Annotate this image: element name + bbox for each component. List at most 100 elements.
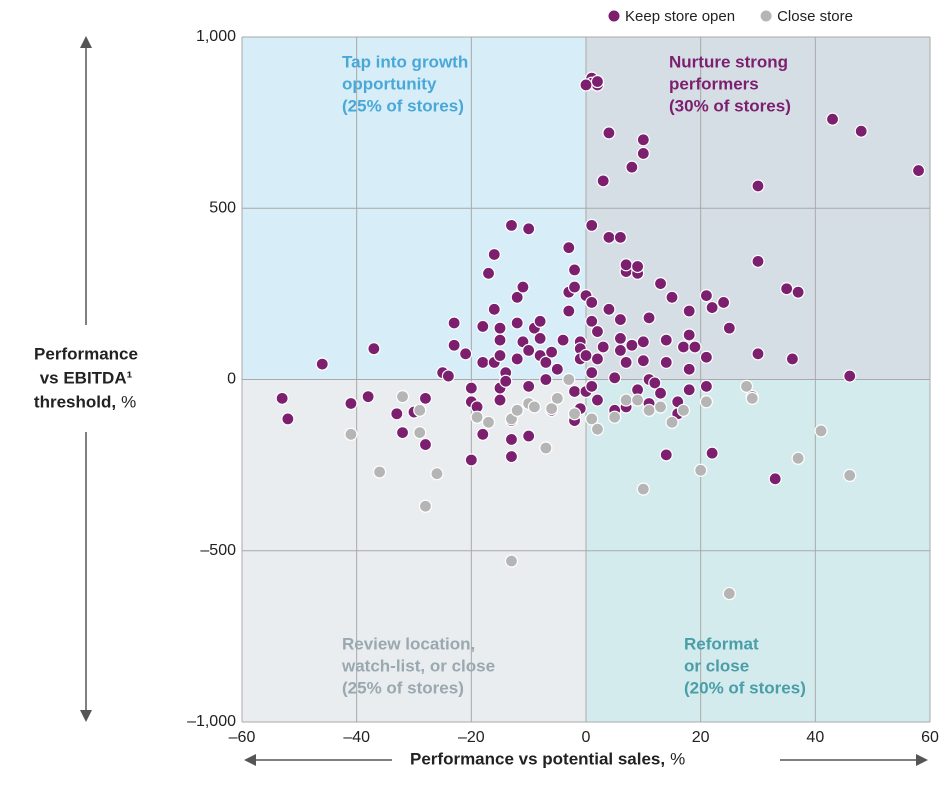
point [653,400,668,414]
point [367,342,381,356]
point [315,357,329,371]
y-axis-label: threshold, [34,392,116,411]
point [476,355,490,369]
point [281,412,295,426]
point [705,300,719,315]
point [642,311,656,325]
point [493,333,507,347]
point [430,467,444,481]
point [527,400,542,414]
point [630,259,645,274]
point [533,331,547,345]
x-tick-label: 40 [806,729,824,746]
quadrant-label: (20% of stores) [684,678,806,697]
point [768,472,782,486]
point [630,393,645,407]
point [636,133,650,147]
point [579,348,593,363]
point [602,126,616,140]
point [590,352,605,366]
legend-label: Close store [777,8,853,25]
point [682,362,696,376]
quadrant-label: watch-list, or close [341,656,495,675]
point [579,78,593,92]
quadrant-label: Review location, [342,634,475,653]
point [751,179,765,193]
y-tick-label: 0 [227,371,236,388]
point [636,146,650,161]
point [464,381,478,395]
point [504,432,519,447]
point [699,379,714,393]
point [413,403,427,417]
point [590,74,605,89]
point [413,425,427,440]
point [539,441,553,455]
point [699,350,714,364]
y-tick-label: –500 [200,542,236,559]
point [911,163,926,178]
point [418,391,433,405]
point [510,290,524,304]
y-tick-label: 1,000 [196,28,236,45]
legend-label: Keep store open [625,8,735,25]
point [504,449,519,464]
point [590,393,605,407]
point [550,391,564,405]
point [636,482,650,496]
point [373,465,387,479]
point [659,333,673,347]
quadrant-label: opportunity [342,74,437,93]
point [590,324,605,339]
quadrant-label: Nurture strong [669,52,788,71]
point [619,393,633,407]
point [659,448,673,462]
point [705,446,719,460]
x-tick-label: 60 [921,729,939,746]
point [682,328,696,342]
point [418,437,433,452]
x-tick-label: –20 [458,729,485,746]
point [585,366,599,380]
point [613,312,628,327]
point [562,304,576,318]
quadrant-label: performers [669,74,759,93]
y-axis-unit: % [121,392,136,411]
point [562,372,576,387]
point [739,379,754,393]
point [390,407,404,421]
point [648,376,662,390]
point [854,124,868,138]
point [676,403,691,417]
point [585,295,599,310]
point [395,425,410,440]
legend-marker [759,9,773,23]
y-tick-label: –1,000 [187,713,236,730]
point [814,424,828,438]
point [785,352,800,366]
point [344,396,358,411]
quadrant-label: (30% of stores) [669,96,791,115]
quadrant-label: Reformat [684,634,759,653]
point [522,222,536,236]
point [499,374,513,388]
point [522,343,536,357]
quadrant-label: or close [684,656,749,675]
point [722,321,736,335]
legend-marker [607,9,621,23]
point [590,422,605,436]
point [504,218,519,232]
point [791,451,805,465]
point [716,295,731,310]
point [562,241,576,255]
point [699,395,714,409]
point [596,340,610,354]
point [745,391,759,405]
point [659,355,673,369]
point [619,258,633,272]
point [487,302,501,316]
point [544,402,559,416]
arrows [80,36,928,766]
point [585,218,599,232]
y-axis-label: Performance [34,344,138,363]
